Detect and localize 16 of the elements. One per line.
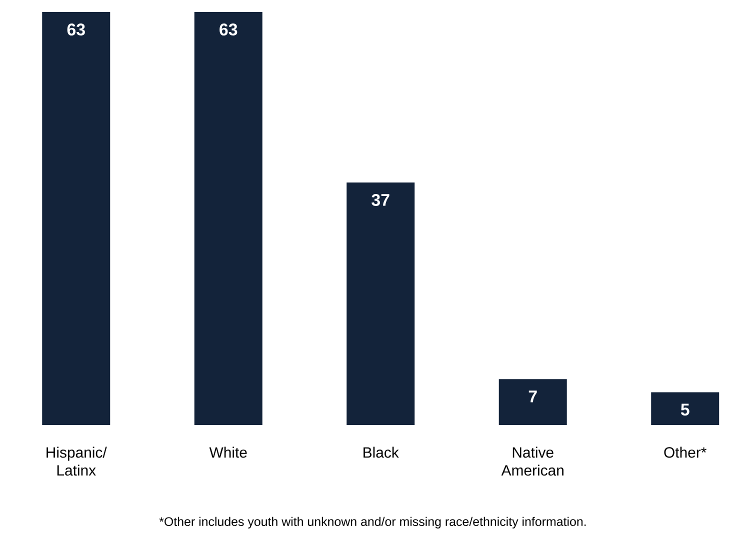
data-label: 5 [680, 404, 690, 416]
data-label: 63 [220, 24, 238, 36]
bar [651, 392, 720, 425]
bar [498, 379, 567, 425]
bar [346, 182, 415, 425]
x-tick-label: Native American [501, 446, 564, 476]
data-label: 7 [528, 390, 537, 402]
x-tick-label: Hispanic/ Latinx [46, 446, 107, 476]
text: *Other includes youth with unknown and/or missing race/ethnicity information. [159, 516, 586, 528]
x-tick-label: Black [364, 446, 399, 458]
data-label: 37 [372, 194, 390, 206]
x-tick-label: Other* [664, 446, 706, 458]
bar [194, 12, 262, 425]
bar [42, 12, 110, 425]
data-label: 63 [67, 24, 85, 36]
x-tick-label: White [209, 446, 247, 458]
